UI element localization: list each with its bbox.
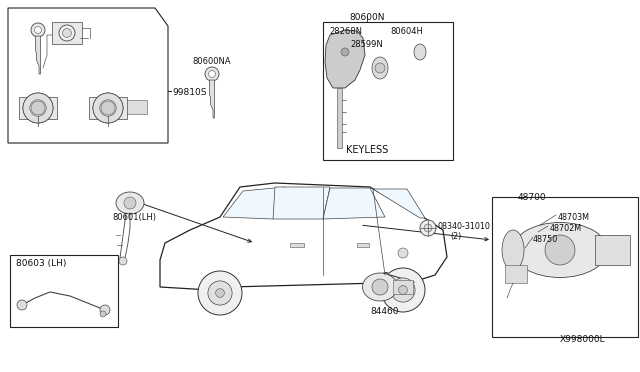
Bar — [492, 197, 638, 337]
Polygon shape — [35, 36, 40, 74]
Circle shape — [23, 93, 53, 123]
Text: 80601(LH): 80601(LH) — [112, 213, 156, 222]
Circle shape — [31, 23, 45, 37]
Ellipse shape — [116, 192, 144, 214]
Ellipse shape — [362, 273, 397, 301]
Bar — [290, 243, 304, 247]
Circle shape — [398, 248, 408, 258]
Circle shape — [208, 281, 232, 305]
Polygon shape — [273, 187, 330, 219]
Circle shape — [381, 268, 425, 312]
Circle shape — [23, 93, 53, 123]
Circle shape — [100, 311, 106, 317]
Text: 48702M: 48702M — [550, 224, 582, 233]
Circle shape — [63, 29, 72, 38]
Circle shape — [119, 257, 127, 265]
Text: 48700: 48700 — [518, 193, 547, 202]
Polygon shape — [160, 183, 447, 293]
Bar — [393, 280, 413, 294]
Circle shape — [341, 48, 349, 56]
Circle shape — [372, 279, 388, 295]
Bar — [89, 97, 127, 119]
Circle shape — [424, 224, 432, 232]
Circle shape — [59, 25, 75, 41]
Circle shape — [100, 100, 116, 116]
Text: 28268N: 28268N — [329, 27, 362, 36]
Circle shape — [93, 93, 123, 123]
Polygon shape — [325, 30, 365, 88]
Text: 80600NA: 80600NA — [193, 57, 231, 66]
Bar — [52, 22, 82, 44]
Circle shape — [375, 63, 385, 73]
Text: KEYLESS: KEYLESS — [346, 145, 388, 155]
Circle shape — [35, 26, 42, 33]
Polygon shape — [8, 8, 168, 143]
Circle shape — [198, 271, 242, 315]
Text: 28599N: 28599N — [350, 40, 383, 49]
Circle shape — [124, 197, 136, 209]
Circle shape — [545, 235, 575, 265]
Text: (2): (2) — [450, 232, 461, 241]
Polygon shape — [209, 80, 214, 118]
Text: 84460: 84460 — [371, 307, 399, 316]
Polygon shape — [223, 187, 285, 219]
Ellipse shape — [513, 222, 607, 278]
Bar — [595, 235, 630, 265]
Bar — [323, 22, 453, 160]
Ellipse shape — [372, 57, 388, 79]
Text: X998000L: X998000L — [560, 335, 605, 344]
Polygon shape — [337, 88, 342, 148]
Bar — [357, 243, 369, 247]
Bar — [127, 100, 147, 114]
Polygon shape — [373, 189, 425, 218]
Circle shape — [93, 93, 123, 123]
Circle shape — [17, 300, 27, 310]
Text: 80600N: 80600N — [349, 13, 385, 22]
Circle shape — [205, 67, 219, 81]
Circle shape — [216, 289, 225, 297]
Circle shape — [209, 71, 216, 77]
Ellipse shape — [502, 230, 524, 270]
Circle shape — [101, 101, 115, 115]
Circle shape — [399, 286, 408, 294]
Text: 08340-31010: 08340-31010 — [438, 222, 491, 231]
Circle shape — [100, 305, 110, 315]
Circle shape — [31, 101, 45, 115]
Text: 80603 (LH): 80603 (LH) — [16, 259, 67, 268]
Text: 48703M: 48703M — [558, 213, 590, 222]
Circle shape — [420, 220, 436, 236]
Polygon shape — [323, 188, 385, 219]
Bar — [10, 255, 118, 327]
Text: 48750: 48750 — [533, 235, 558, 244]
Text: 80604H: 80604H — [390, 27, 423, 36]
Circle shape — [29, 100, 46, 116]
Bar — [505, 265, 527, 283]
Ellipse shape — [414, 44, 426, 60]
Text: 99810S: 99810S — [172, 88, 207, 97]
Bar — [19, 97, 57, 119]
Circle shape — [391, 278, 415, 302]
